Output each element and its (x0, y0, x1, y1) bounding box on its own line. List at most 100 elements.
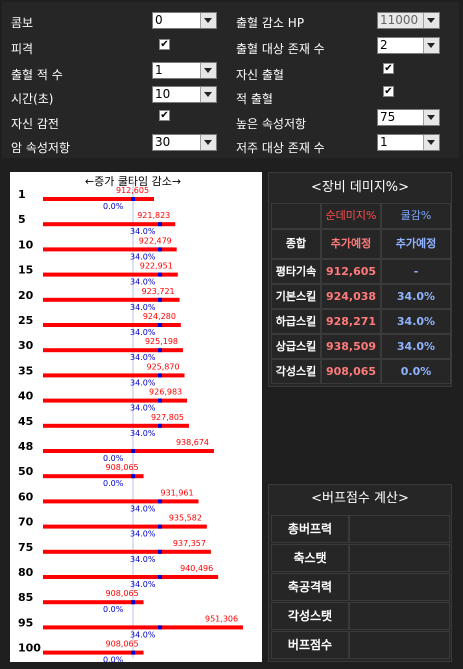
chart-cooldown-marker (158, 272, 162, 277)
chart-cooldown-label: 34.0% (130, 404, 156, 413)
chart-damage-label: 924,280 (143, 312, 176, 321)
chart-cooldown-marker (158, 499, 162, 504)
equipment-damage-table: <장비 데미지%> 순데미지% 쿨감% 종합 추가예정 추가예정 평타기속 912,605-… (268, 172, 452, 387)
chart-category-label: 50 (18, 465, 34, 478)
chevron-down-icon (423, 38, 439, 53)
chart-damage-bar (43, 650, 144, 655)
damage-row-label: 각성스킬 (271, 359, 321, 384)
chart-damage-label: 922,951 (140, 262, 173, 271)
chart-cooldown-marker (158, 373, 162, 378)
self-sense-checkbox[interactable]: ✔ (159, 110, 170, 121)
chart-category-label: 1 (18, 188, 26, 201)
combo-select[interactable]: 0 (152, 12, 217, 29)
chart-damage-label: 951,306 (205, 614, 238, 623)
damage-row-label: 기본스킬 (271, 284, 321, 309)
settings-panel: 콤보 0 피격 ✔ 출혈 적 수 1 시간(초) 10 자신 감전 ✔ 암 속성… (2, 2, 459, 158)
chart-cooldown-marker (131, 600, 135, 605)
hit-checkbox[interactable]: ✔ (159, 39, 170, 50)
chevron-down-icon (200, 13, 216, 28)
chart-cooldown-label: 34.0% (130, 252, 156, 261)
chevron-down-icon (423, 13, 439, 28)
chart-category-label: 95 (18, 616, 33, 629)
bleed-target-value: 2 (380, 38, 388, 52)
buff-table-title: <버프점수 계산> (311, 491, 409, 506)
chart-category-label: 100 (18, 642, 41, 655)
chart-category-label: 45 (18, 415, 33, 428)
chart-category-label: 15 (18, 264, 33, 277)
chart-cooldown-marker (158, 524, 162, 529)
self-bleed-checkbox[interactable]: ✔ (383, 63, 394, 74)
damage-header-cooldown: 쿨감% (381, 203, 451, 229)
chart-damage-bar (43, 373, 185, 378)
buff-row-label: 축공격력 (271, 573, 349, 601)
chart-cooldown-label: 34.0% (130, 429, 156, 438)
self-bleed-label: 자신 출혈 (236, 68, 284, 82)
bleed-target-select[interactable]: 2 (377, 37, 440, 54)
bleed-stack-value: 1 (155, 63, 163, 77)
bleed-stack-label: 출혈 적 수 (11, 68, 63, 82)
chart-damage-label: 940,496 (180, 564, 213, 573)
chart-cooldown-marker (131, 650, 135, 655)
chart-damage-label: 935,582 (169, 514, 202, 523)
bleed-target-label: 출혈 대상 존재 수 (236, 42, 325, 56)
chart-category-label: 10 (18, 238, 34, 251)
chart-damage-bar (43, 625, 243, 630)
curse-target-label: 저주 대상 존재 수 (236, 141, 325, 155)
chart-category-label: 85 (18, 591, 33, 604)
chart-damage-label: 922,479 (139, 236, 172, 245)
chart-cooldown-label: 34.0% (130, 353, 156, 362)
buff-row-label: 총버프력 (271, 515, 349, 543)
damage-header-damage: 순데미지% (321, 203, 381, 229)
damage-row-cooldown: 0.0% (381, 359, 451, 384)
curse-target-value: 1 (380, 135, 388, 149)
chart-damage-label: 926,983 (149, 388, 182, 397)
high-res-select[interactable]: 75 (377, 109, 440, 126)
damage-row-damage: 추가예정 (321, 229, 381, 259)
chart-damage-bar (43, 197, 154, 201)
dark-res-label: 암 속성저항 (11, 141, 71, 155)
chart-category-label: 75 (18, 541, 33, 554)
chart-cooldown-marker (158, 549, 162, 554)
combo-value: 0 (155, 13, 163, 27)
enemy-bleed-checkbox[interactable]: ✔ (383, 86, 394, 97)
chart-damage-label: 923,721 (142, 287, 175, 296)
damage-row-cooldown: 추가예정 (381, 229, 451, 259)
hit-label: 피격 (11, 42, 34, 56)
buff-row-value (349, 631, 450, 659)
damage-table-title: <장비 데미지%> (310, 180, 410, 195)
buff-row-label: 버프점수 (271, 631, 349, 659)
chart-damage-label: 912,605 (116, 186, 149, 195)
bleed-hp-label: 출혈 감소 HP (236, 16, 305, 30)
dark-res-select[interactable]: 30 (152, 134, 217, 151)
chart-damage-bar (43, 474, 144, 479)
curse-target-select[interactable]: 1 (377, 134, 440, 151)
chart-cooldown-label: 34.0% (130, 378, 156, 387)
damage-row-cooldown: - (381, 259, 451, 284)
chart-cooldown-label: 0.0% (103, 202, 124, 211)
chart-damage-label: 925,870 (146, 362, 179, 371)
chart-damage-bar (43, 323, 181, 327)
damage-row-label: 종합 (271, 229, 321, 259)
chart-damage-label: 925,198 (145, 337, 178, 346)
damage-row-cooldown: 34.0% (381, 284, 451, 309)
chart-damage-bar (43, 549, 211, 554)
chart-category-label: 5 (18, 213, 26, 226)
damage-row-cooldown: 34.0% (381, 334, 451, 359)
chart-cooldown-label: 34.0% (130, 303, 156, 312)
chart-cooldown-label: 0.0% (103, 605, 124, 614)
chart-cooldown-marker (158, 423, 162, 428)
chart-cooldown-label: 34.0% (130, 328, 156, 337)
time-select[interactable]: 10 (152, 86, 217, 103)
buff-score-table: <버프점수 계산> 총버프력 축스탯 축공격력 각성스탯 버프점수 (268, 484, 452, 662)
chart-cooldown-label: 34.0% (130, 580, 156, 589)
chart-damage-label: 908,065 (106, 640, 139, 649)
chart-damage-bar (43, 575, 219, 579)
bleed-hp-select[interactable]: 11000 (377, 12, 440, 29)
chart-damage-label: 931,961 (161, 488, 194, 497)
bleed-stack-select[interactable]: 1 (152, 62, 217, 79)
chart-damage-bar (43, 449, 214, 453)
enemy-bleed-label: 적 출혈 (236, 92, 273, 106)
damage-row-damage: 912,605 (321, 259, 381, 284)
chart-damage-bar (43, 398, 188, 403)
